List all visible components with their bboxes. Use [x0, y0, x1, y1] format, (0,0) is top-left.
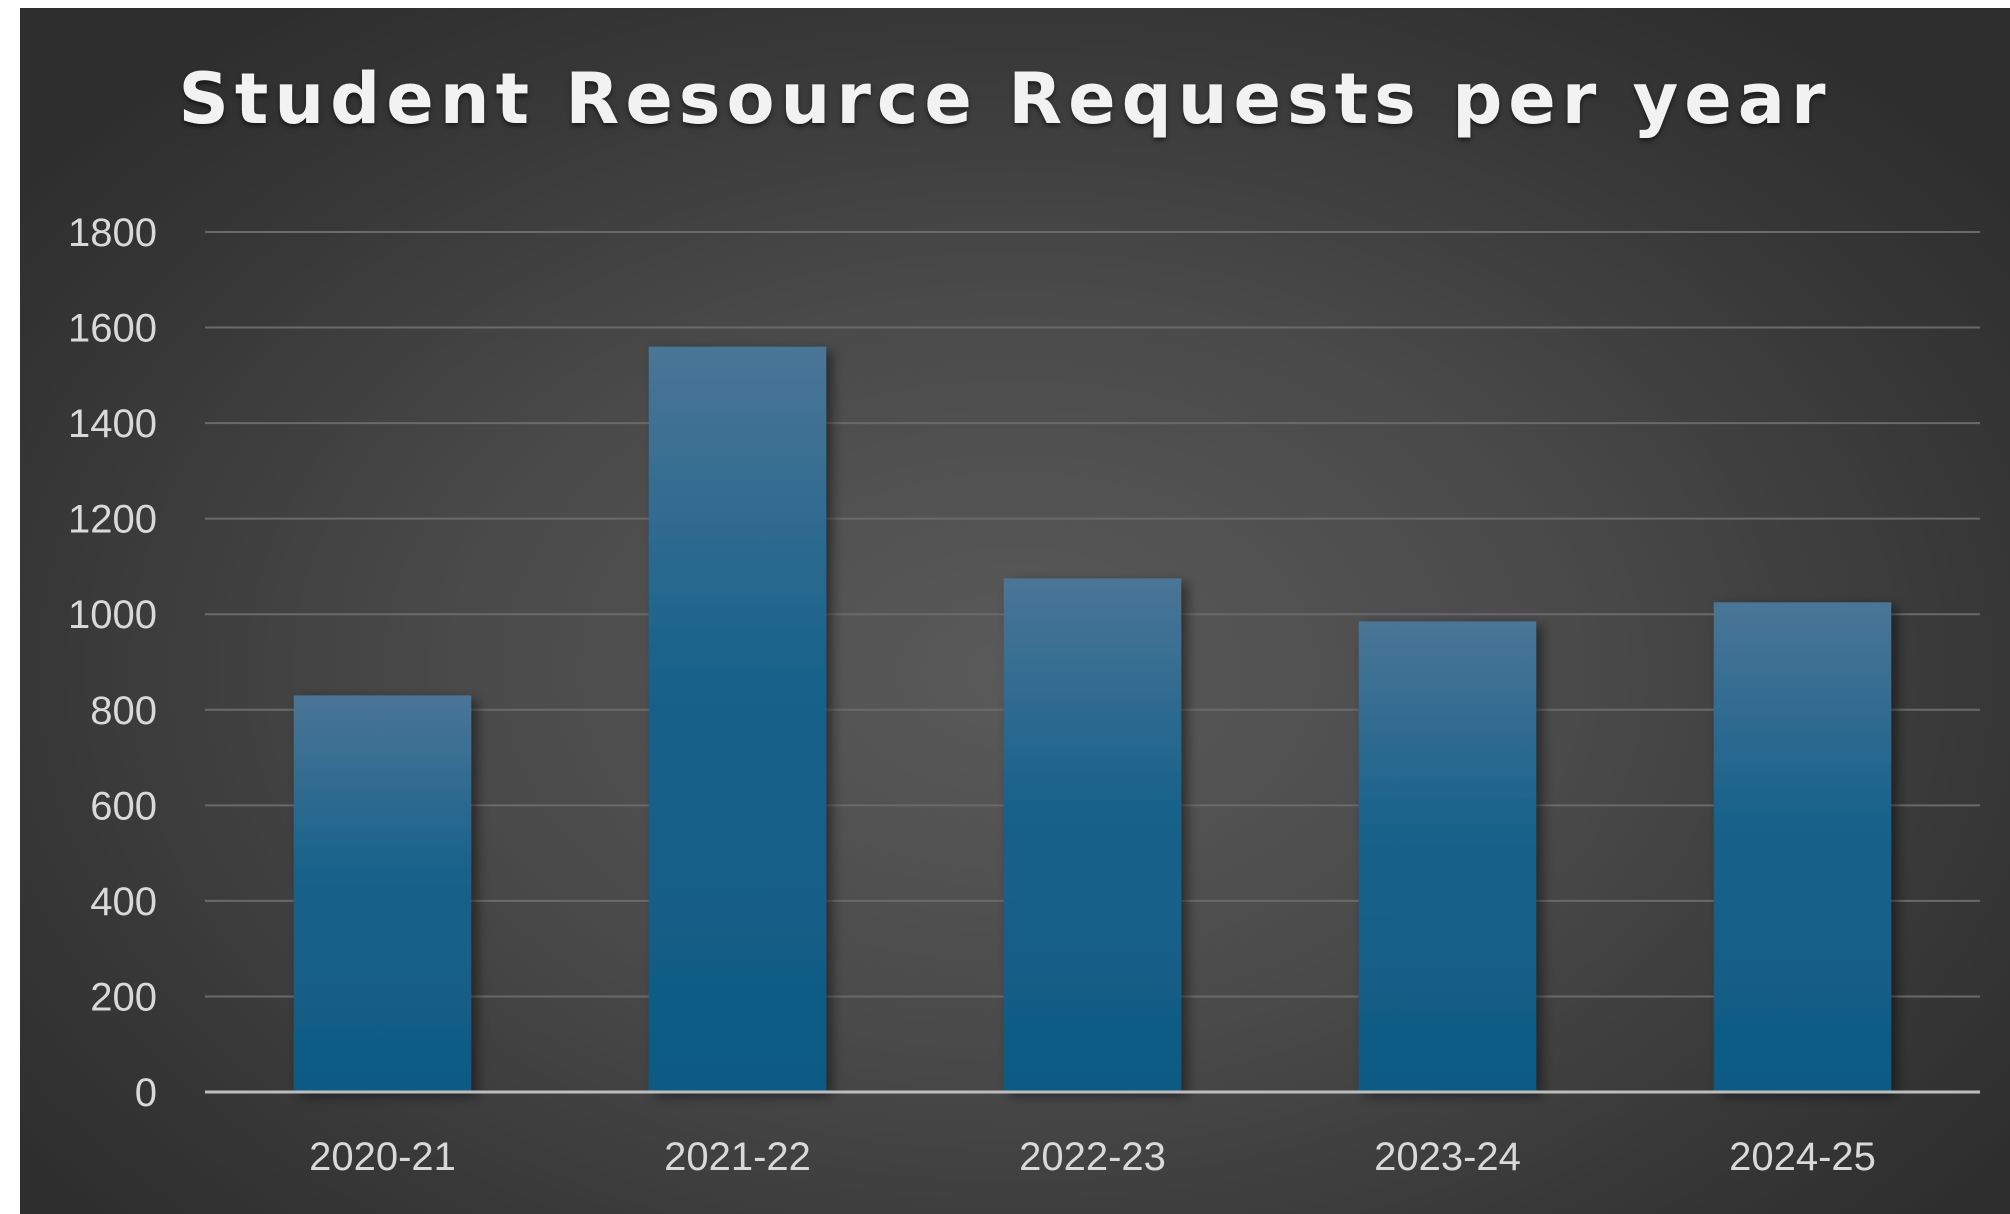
x-tick-label: 2022-23 [1019, 1135, 1166, 1179]
x-tick-label: 2023-24 [1374, 1135, 1521, 1179]
y-tick-label: 0 [135, 1071, 157, 1115]
y-tick-label: 1200 [68, 498, 157, 542]
y-tick-label: 800 [90, 689, 157, 733]
y-tick-label: 600 [90, 784, 157, 828]
bars [293, 346, 1892, 1093]
bar [1358, 621, 1537, 1092]
y-tick-label: 1600 [68, 307, 157, 351]
axes: 0 200 400 600 800 1000 1200 1400 1600 1800 2020-21… [68, 211, 1980, 1179]
bar [293, 695, 472, 1092]
y-tick-label: 200 [90, 975, 157, 1019]
y-tick-label: 1800 [68, 211, 157, 255]
x-tick-label: 2024-25 [1729, 1135, 1876, 1179]
x-tick-label: 2021-22 [664, 1135, 811, 1179]
y-tick-label: 1000 [68, 593, 157, 637]
y-tick-label: 1400 [68, 402, 157, 446]
bar [1003, 578, 1182, 1092]
x-tick-label: 2020-21 [309, 1135, 456, 1179]
bar [1713, 602, 1892, 1092]
y-tick-label: 400 [90, 880, 157, 924]
chart-title: Student Resource Requests per year [178, 58, 1832, 140]
bar [648, 346, 827, 1093]
